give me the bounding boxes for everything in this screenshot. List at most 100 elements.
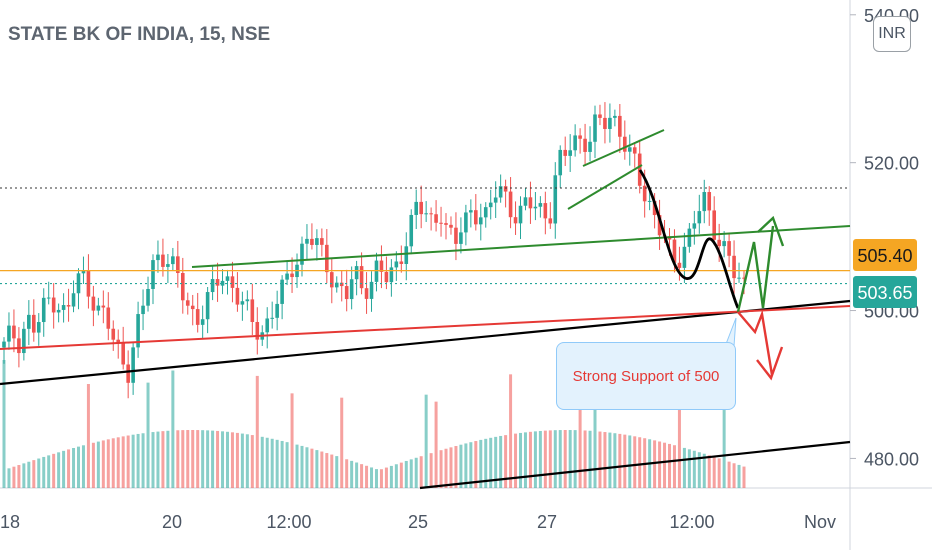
volume-bar — [72, 448, 76, 488]
candle-body — [394, 261, 399, 268]
candle-body — [702, 192, 707, 212]
candle-body — [2, 341, 6, 348]
candle-body — [22, 328, 26, 354]
volume-bar — [394, 464, 398, 488]
volume-bar — [598, 431, 602, 488]
callout-pointer — [725, 317, 737, 347]
candle-body — [31, 314, 36, 333]
annotation-callout[interactable]: Strong Support of 500 — [556, 342, 736, 410]
volume-bar — [275, 439, 279, 488]
volume-bar — [633, 436, 637, 488]
candle-body — [315, 238, 319, 245]
candle-body — [275, 303, 279, 318]
volume-bar — [47, 455, 51, 488]
chart-title: STATE BK OF INDIA, 15, NSE — [8, 24, 271, 45]
volume-bar — [533, 431, 537, 488]
volume-bar — [677, 386, 681, 488]
candle-body — [12, 325, 16, 339]
volume-bar — [310, 448, 314, 488]
candle-body — [439, 222, 443, 224]
volume-bar — [230, 432, 234, 488]
volume-bar — [270, 438, 274, 488]
volume-bar — [216, 430, 220, 488]
volume-bar — [350, 460, 354, 488]
candle-body — [364, 288, 369, 299]
volume-bar — [340, 397, 344, 488]
candle-body — [374, 260, 379, 282]
volume-bar — [519, 432, 523, 488]
volume-bar — [42, 456, 46, 488]
volume-bar — [558, 430, 562, 488]
candle-body — [195, 309, 200, 325]
candle-body — [56, 309, 61, 313]
candle-body — [583, 138, 587, 152]
candle-body — [240, 301, 245, 305]
price-tick-label: 480.00 — [864, 449, 919, 469]
callout-text: Strong Support of 500 — [572, 367, 720, 385]
volume-bar — [429, 453, 433, 488]
time-tick-label: 12:00 — [266, 512, 311, 532]
candle-body — [712, 210, 717, 240]
candle-body — [474, 210, 478, 225]
candle-body — [205, 292, 210, 320]
candle-body — [200, 319, 205, 325]
volume-bar — [106, 439, 110, 488]
volume-bar — [295, 444, 299, 488]
candle-body — [538, 203, 543, 207]
volume-bar — [206, 430, 210, 488]
candle-body — [637, 153, 642, 186]
candle-body — [737, 277, 741, 279]
volume-bar — [444, 448, 448, 488]
volume-bar — [116, 437, 120, 488]
volume-bar — [12, 466, 16, 488]
candle-body — [41, 297, 46, 323]
candle-body — [215, 279, 220, 286]
currency-button[interactable]: INR — [873, 16, 911, 52]
volume-bar — [459, 444, 463, 488]
candle-body — [180, 273, 185, 301]
red-support-line — [0, 305, 851, 350]
candle-body — [488, 202, 493, 208]
volume-bar — [141, 433, 145, 488]
green-resistance-line — [191, 225, 851, 268]
candle-body — [578, 135, 582, 139]
candle-body — [444, 223, 448, 225]
volume-bar — [504, 435, 508, 488]
candle-body — [722, 241, 726, 247]
candle-body — [672, 239, 677, 263]
volume-bar — [603, 432, 607, 488]
volume-bar — [514, 433, 518, 488]
candle-body — [618, 115, 622, 137]
time-axis[interactable]: 18 20 12:00 25 27 12:00 Nov — [0, 512, 836, 532]
volume-bar — [732, 463, 736, 488]
candle-body — [434, 214, 438, 223]
volume-bar — [613, 433, 617, 488]
volume-bar — [489, 437, 493, 488]
candle-body — [593, 114, 597, 142]
volume-bar — [57, 452, 61, 488]
candle-body — [255, 322, 260, 340]
volume-bar — [245, 434, 249, 488]
price-label-text: 503.65 — [857, 283, 912, 303]
candle-body — [632, 147, 637, 154]
candle-body — [176, 256, 180, 274]
volume-bar — [191, 430, 195, 488]
candle-body — [230, 276, 235, 288]
volume-bar — [221, 431, 225, 488]
price-tick-label: 520.00 — [864, 154, 919, 174]
candle-body — [136, 314, 140, 348]
volume-bar — [365, 465, 369, 488]
candle-body — [459, 232, 463, 244]
volume-bar — [608, 432, 612, 488]
volume-bar — [628, 435, 632, 488]
volume-bar — [52, 453, 56, 488]
prev-level-label — [853, 239, 917, 271]
volume-bar — [399, 462, 403, 488]
volume-bar — [538, 430, 542, 488]
candle-body — [518, 205, 523, 224]
volume-bar — [623, 434, 627, 488]
candle-body — [121, 342, 125, 365]
